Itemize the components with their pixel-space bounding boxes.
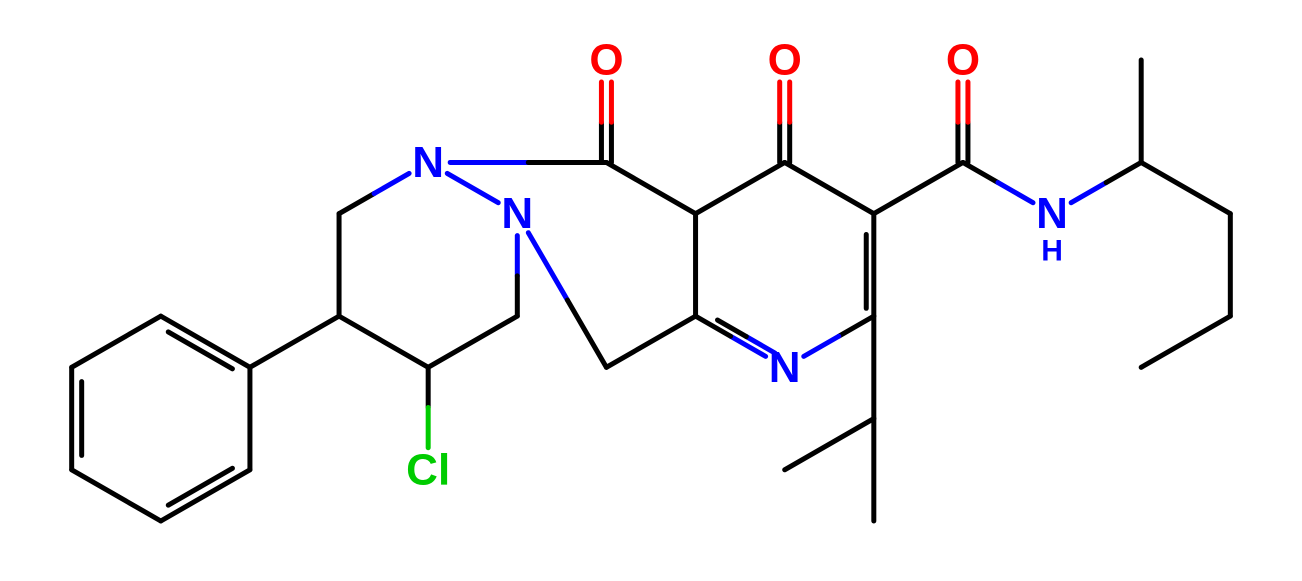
bond (1141, 162, 1230, 213)
bond (606, 316, 695, 367)
atom-label-n: N (412, 138, 444, 187)
bond (161, 316, 250, 367)
bond (606, 162, 695, 213)
atom-label-o: O (768, 36, 802, 85)
atom-label-n: N (1036, 189, 1068, 238)
bond (72, 470, 161, 521)
bond (785, 419, 874, 470)
bond (161, 470, 250, 521)
bond (1071, 183, 1106, 203)
bond (1141, 316, 1230, 367)
bond (963, 162, 998, 182)
bond (428, 316, 517, 367)
bond (447, 173, 498, 202)
bond (339, 194, 374, 214)
bond (1106, 162, 1141, 182)
bond (696, 162, 785, 213)
bond (528, 233, 567, 300)
bond (839, 316, 874, 336)
atom-label-cl: Cl (406, 445, 450, 494)
bond (250, 316, 339, 367)
bond (72, 316, 161, 367)
bond (339, 316, 428, 367)
bond (567, 300, 606, 367)
bond (785, 162, 874, 213)
atom-label-n: N (769, 343, 801, 392)
bond (374, 173, 409, 193)
atom-label-h: H (1041, 235, 1063, 268)
bond (804, 336, 839, 356)
bond (874, 162, 963, 213)
atom-label-o: O (946, 36, 980, 85)
atom-label-n: N (501, 189, 533, 238)
molecule-diagram: NNOOONHNCl (0, 0, 1302, 581)
bond (998, 183, 1033, 203)
atom-label-o: O (589, 36, 623, 85)
bond (717, 320, 746, 337)
